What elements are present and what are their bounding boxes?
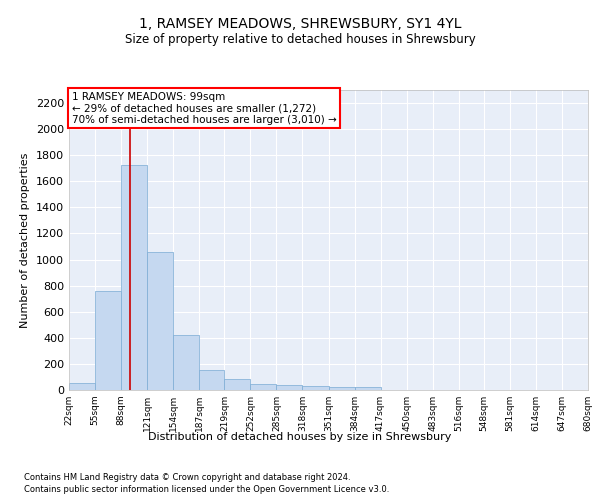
Text: 1, RAMSEY MEADOWS, SHREWSBURY, SY1 4YL: 1, RAMSEY MEADOWS, SHREWSBURY, SY1 4YL	[139, 18, 461, 32]
Bar	[329, 388, 355, 390]
Bar	[69, 383, 95, 390]
Bar	[250, 384, 277, 390]
Bar	[355, 388, 380, 390]
Text: Contains HM Land Registry data © Crown copyright and database right 2024.: Contains HM Land Registry data © Crown c…	[24, 472, 350, 482]
Bar	[224, 380, 250, 390]
Bar	[199, 370, 224, 390]
Text: 1 RAMSEY MEADOWS: 99sqm
← 29% of detached houses are smaller (1,272)
70% of semi: 1 RAMSEY MEADOWS: 99sqm ← 29% of detache…	[71, 92, 337, 124]
Bar	[302, 386, 329, 390]
Text: Size of property relative to detached houses in Shrewsbury: Size of property relative to detached ho…	[125, 32, 475, 46]
Bar	[121, 165, 147, 390]
Bar	[173, 336, 199, 390]
Bar	[277, 385, 302, 390]
Text: Contains public sector information licensed under the Open Government Licence v3: Contains public sector information licen…	[24, 485, 389, 494]
Y-axis label: Number of detached properties: Number of detached properties	[20, 152, 31, 328]
Bar	[95, 290, 121, 390]
Bar	[147, 252, 173, 390]
Text: Distribution of detached houses by size in Shrewsbury: Distribution of detached houses by size …	[148, 432, 452, 442]
